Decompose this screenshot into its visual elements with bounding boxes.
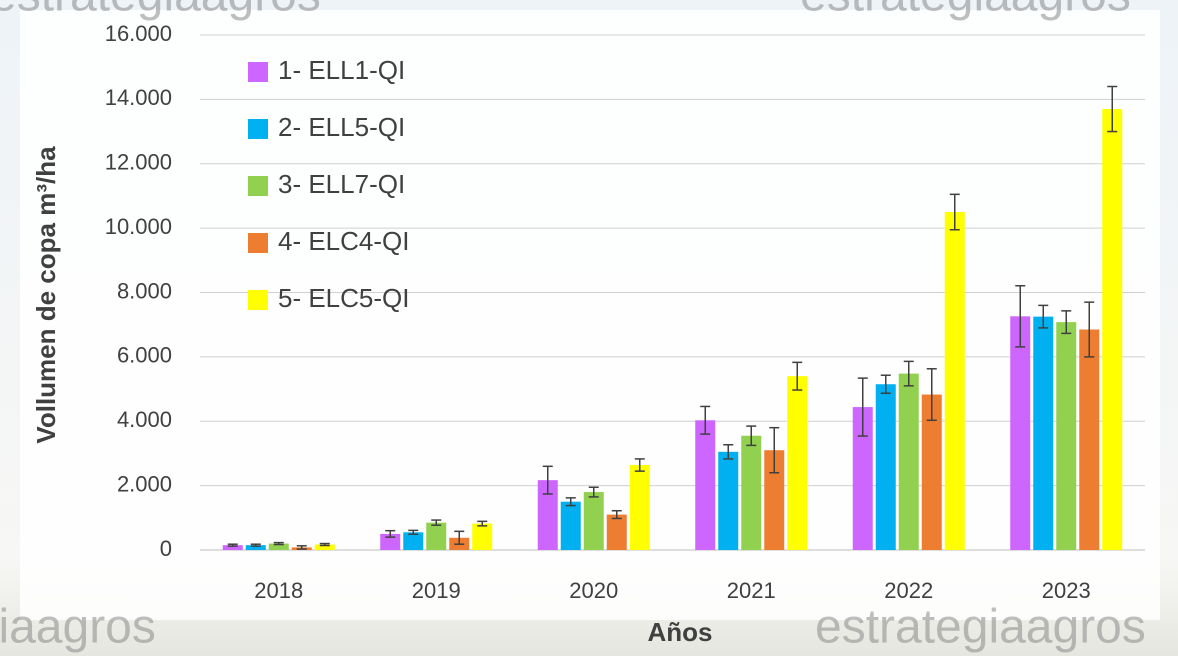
bar: [403, 532, 424, 550]
bar: [898, 373, 919, 550]
legend-swatch: [248, 119, 268, 139]
bar: [718, 451, 739, 550]
bar: [245, 545, 266, 550]
bar: [1010, 316, 1031, 550]
watermark: estrategiaagros: [0, 0, 321, 22]
watermark: estrategiaagros: [800, 0, 1131, 22]
bar: [606, 514, 627, 550]
bar: [472, 523, 493, 550]
watermark: estrategiaagros: [0, 601, 156, 654]
x-axis-title: Años: [648, 617, 713, 647]
x-tick-label: 2020: [569, 578, 618, 603]
bar: [1056, 322, 1077, 550]
bar: [1102, 109, 1123, 550]
x-tick-label: 2021: [727, 578, 776, 603]
x-tick-label: 2022: [884, 578, 933, 603]
y-tick-label: 0: [160, 536, 172, 561]
y-tick-label: 2.000: [117, 471, 172, 496]
legend-swatch: [248, 233, 268, 253]
x-tick-label: 2019: [412, 578, 461, 603]
bar: [764, 450, 785, 550]
y-tick-label: 12.000: [105, 150, 172, 175]
x-tick-label: 2023: [1042, 578, 1091, 603]
legend-swatch: [248, 62, 268, 82]
bar: [629, 465, 650, 550]
legend-label: 4- ELC4-QI: [278, 226, 410, 256]
bar: [875, 384, 896, 550]
watermark: estrategiaagros: [815, 601, 1146, 654]
bar: [268, 543, 289, 550]
bar: [787, 376, 808, 550]
legend-swatch: [248, 176, 268, 196]
y-tick-label: 6.000: [117, 343, 172, 368]
bar: [380, 533, 401, 550]
y-axis-title: Vollumen de copa m³/ha: [31, 146, 61, 444]
bar: [426, 522, 447, 550]
bar: [695, 420, 716, 550]
legend-swatch: [248, 290, 268, 310]
bar: [1079, 329, 1100, 550]
bar: [944, 212, 965, 550]
bar: [1033, 316, 1054, 550]
y-tick-label: 10.000: [105, 214, 172, 239]
bar: [583, 492, 604, 550]
legend-label: 3- ELL7-QI: [278, 169, 405, 199]
bar: [852, 407, 873, 550]
y-tick-label: 8.000: [117, 278, 172, 303]
x-tick-label: 2018: [254, 578, 303, 603]
bar: [537, 480, 558, 550]
legend-label: 1- ELL1-QI: [278, 55, 405, 85]
bar: [921, 394, 942, 550]
bar: [560, 501, 581, 550]
legend-label: 5- ELC5-QI: [278, 283, 410, 313]
bar: [222, 545, 243, 550]
y-tick-label: 14.000: [105, 85, 172, 110]
legend-label: 2- ELL5-QI: [278, 112, 405, 142]
bar: [741, 435, 762, 550]
y-tick-label: 4.000: [117, 407, 172, 432]
bar: [314, 544, 335, 550]
y-tick-label: 16.000: [105, 21, 172, 46]
